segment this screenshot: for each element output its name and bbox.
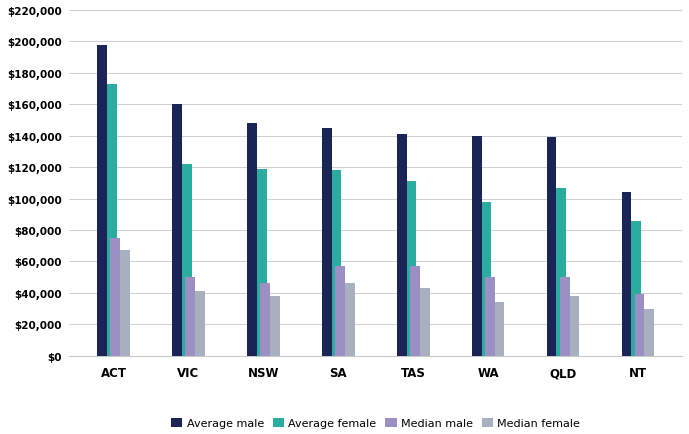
Bar [410, 266, 420, 356]
Bar [420, 289, 429, 356]
Bar [345, 284, 355, 356]
Bar [270, 296, 280, 356]
Bar [335, 266, 345, 356]
Bar [247, 124, 257, 356]
Bar [631, 221, 641, 356]
Bar [172, 105, 182, 356]
Bar [331, 171, 342, 356]
Bar [485, 277, 495, 356]
Bar [260, 284, 270, 356]
Bar [185, 277, 195, 356]
Bar [107, 85, 116, 356]
Bar [547, 138, 557, 356]
Bar [482, 202, 491, 356]
Bar [407, 182, 416, 356]
Bar [322, 128, 331, 356]
Bar [635, 295, 644, 356]
Bar [110, 238, 120, 356]
Bar [182, 164, 192, 356]
Bar [397, 135, 407, 356]
Bar [621, 193, 631, 356]
Bar [495, 302, 504, 356]
Bar [560, 277, 570, 356]
Bar [257, 169, 267, 356]
Bar [195, 292, 205, 356]
Legend: Average male, Average female, Median male, Median female: Average male, Average female, Median mal… [167, 413, 585, 432]
Bar [472, 136, 482, 356]
Bar [570, 296, 579, 356]
Bar [644, 309, 655, 356]
Bar [120, 251, 130, 356]
Bar [557, 188, 566, 356]
Bar [97, 46, 107, 356]
